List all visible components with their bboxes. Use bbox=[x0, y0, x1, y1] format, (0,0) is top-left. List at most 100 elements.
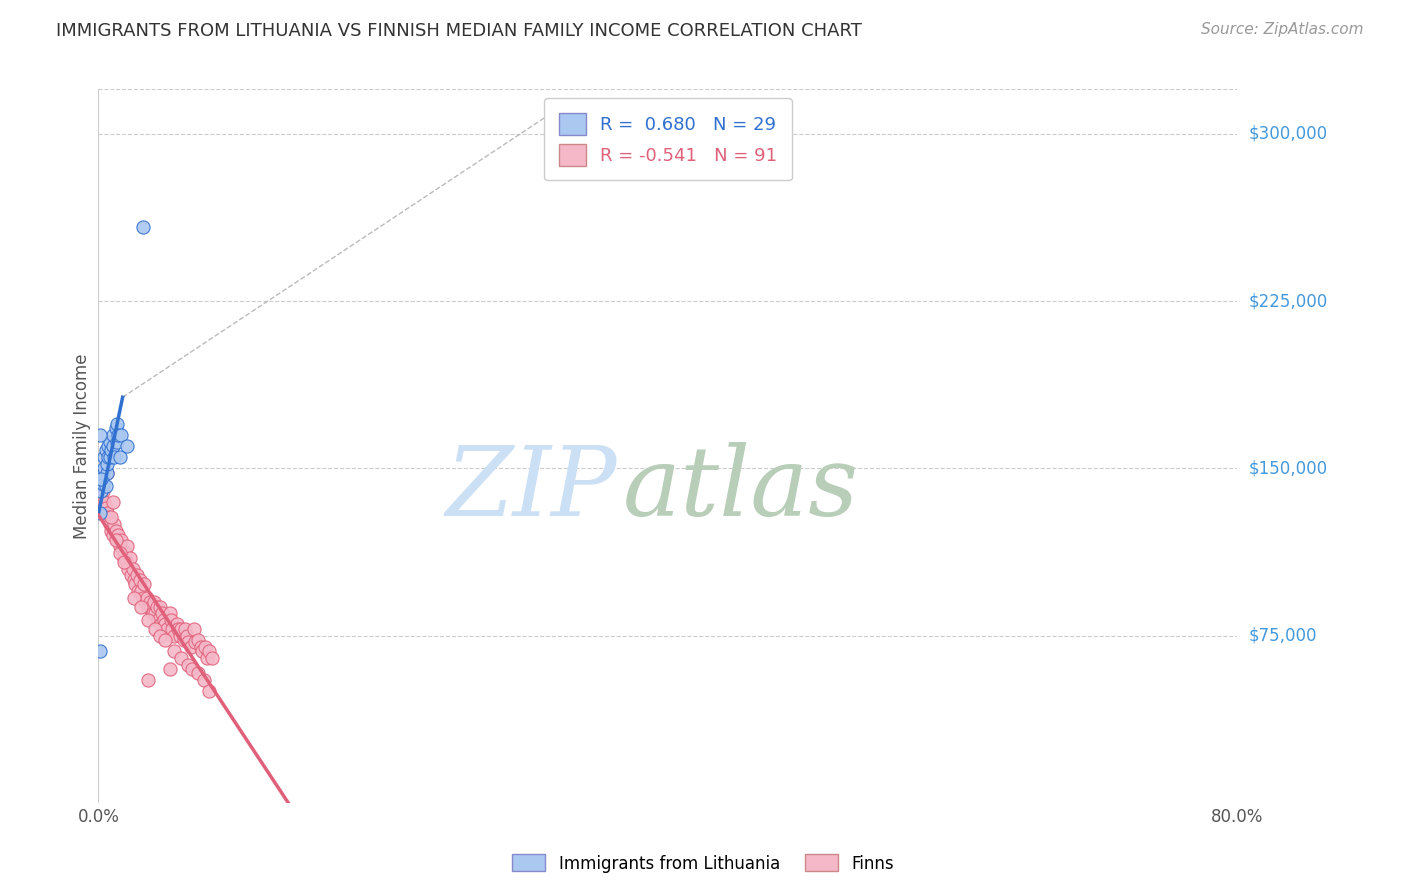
Point bbox=[184, 635, 207, 649]
Point bbox=[122, 573, 145, 587]
Point bbox=[198, 684, 221, 698]
Point bbox=[136, 599, 159, 614]
Point bbox=[194, 640, 217, 654]
Point bbox=[108, 546, 131, 560]
Point bbox=[104, 421, 127, 435]
Point bbox=[159, 662, 181, 676]
Point bbox=[187, 666, 209, 681]
Text: Source: ZipAtlas.com: Source: ZipAtlas.com bbox=[1201, 22, 1364, 37]
Point bbox=[162, 622, 184, 636]
Point bbox=[90, 472, 112, 486]
Point bbox=[136, 613, 159, 627]
Point bbox=[134, 595, 156, 609]
Point bbox=[138, 595, 160, 609]
Point bbox=[145, 607, 167, 621]
Point bbox=[177, 635, 200, 649]
Point bbox=[89, 427, 111, 442]
Point bbox=[112, 555, 135, 569]
Point bbox=[201, 651, 224, 665]
Point bbox=[98, 450, 121, 464]
Text: $225,000: $225,000 bbox=[1249, 292, 1327, 310]
Point bbox=[187, 633, 209, 648]
Point bbox=[145, 622, 167, 636]
Point bbox=[89, 506, 111, 520]
Point bbox=[122, 591, 145, 605]
Point bbox=[155, 617, 177, 632]
Point bbox=[136, 673, 159, 687]
Point bbox=[103, 516, 125, 531]
Point bbox=[90, 483, 112, 498]
Point bbox=[128, 573, 150, 587]
Point bbox=[115, 555, 138, 569]
Point bbox=[93, 494, 115, 508]
Point bbox=[100, 443, 122, 458]
Point bbox=[129, 583, 152, 598]
Point bbox=[100, 510, 122, 524]
Point bbox=[118, 550, 141, 565]
Point bbox=[93, 461, 115, 475]
Point bbox=[96, 457, 118, 471]
Point bbox=[104, 524, 127, 538]
Point bbox=[152, 607, 174, 621]
Point bbox=[146, 599, 169, 614]
Point bbox=[174, 622, 197, 636]
Point bbox=[96, 466, 118, 480]
Point bbox=[120, 568, 142, 582]
Point bbox=[91, 483, 114, 498]
Text: $300,000: $300,000 bbox=[1249, 125, 1327, 143]
Point bbox=[105, 417, 128, 431]
Point bbox=[193, 673, 215, 687]
Point bbox=[181, 662, 204, 676]
Point bbox=[180, 640, 202, 654]
Point bbox=[96, 466, 118, 480]
Point bbox=[117, 562, 139, 576]
Point bbox=[94, 443, 117, 458]
Text: $150,000: $150,000 bbox=[1249, 459, 1327, 477]
Point bbox=[121, 562, 143, 576]
Point bbox=[100, 524, 122, 538]
Point bbox=[129, 599, 152, 614]
Point bbox=[163, 644, 186, 658]
Point bbox=[170, 622, 193, 636]
Point bbox=[91, 466, 114, 480]
Point bbox=[107, 427, 129, 442]
Legend: R =  0.680   N = 29, R = -0.541   N = 91: R = 0.680 N = 29, R = -0.541 N = 91 bbox=[544, 98, 792, 180]
Point bbox=[101, 528, 124, 542]
Point bbox=[167, 622, 190, 636]
Point bbox=[96, 506, 118, 520]
Point bbox=[169, 628, 191, 642]
Y-axis label: Median Family Income: Median Family Income bbox=[73, 353, 91, 539]
Point bbox=[110, 427, 132, 442]
Text: ZIP: ZIP bbox=[446, 442, 617, 536]
Text: atlas: atlas bbox=[623, 442, 859, 536]
Point bbox=[160, 613, 183, 627]
Text: $75,000: $75,000 bbox=[1249, 626, 1317, 645]
Point bbox=[163, 628, 186, 642]
Point bbox=[98, 434, 121, 449]
Point bbox=[177, 657, 200, 672]
Point bbox=[132, 577, 155, 591]
Point bbox=[142, 595, 165, 609]
Point bbox=[166, 617, 188, 632]
Point bbox=[93, 450, 115, 464]
Point bbox=[110, 533, 132, 547]
Point bbox=[141, 607, 163, 621]
Point bbox=[105, 434, 128, 449]
Point bbox=[94, 479, 117, 493]
Point bbox=[94, 501, 117, 516]
Point bbox=[105, 533, 128, 547]
Point bbox=[98, 516, 121, 531]
Point bbox=[183, 622, 205, 636]
Point bbox=[103, 450, 125, 464]
Point bbox=[159, 607, 181, 621]
Point bbox=[127, 583, 149, 598]
Point bbox=[198, 644, 221, 658]
Point bbox=[108, 539, 131, 553]
Point bbox=[191, 644, 214, 658]
Point bbox=[131, 591, 153, 605]
Point bbox=[170, 651, 193, 665]
Point bbox=[115, 439, 138, 453]
Point bbox=[101, 439, 124, 453]
Point bbox=[108, 450, 131, 464]
Point bbox=[131, 220, 153, 235]
